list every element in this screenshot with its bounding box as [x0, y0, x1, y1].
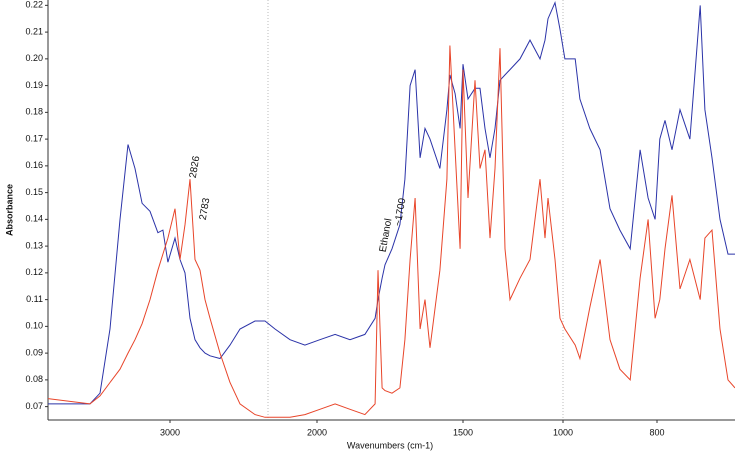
y-tick-label: 0.22 [25, 0, 43, 10]
x-tick-label: 2000 [307, 427, 327, 437]
y-tick-label: 0.13 [25, 240, 43, 250]
y-tick-label: 0.20 [25, 53, 43, 63]
y-tick-label: 0.12 [25, 267, 43, 277]
y-tick-label: 0.19 [25, 80, 43, 90]
y-tick-label: 0.10 [25, 321, 43, 331]
y-axis-label: Absorbance [4, 184, 14, 236]
x-tick-label: 1000 [553, 427, 573, 437]
y-tick-label: 0.15 [25, 187, 43, 197]
x-tick-label: 1500 [453, 427, 473, 437]
y-tick-label: 0.11 [26, 294, 43, 304]
annotation: ~1700 [393, 197, 409, 227]
y-tick-label: 0.18 [25, 107, 43, 117]
y-tick-label: 0.08 [25, 374, 43, 384]
x-tick-label: 3000 [160, 427, 180, 437]
annotation: 2783 [198, 197, 213, 221]
annotation: 2826 [188, 155, 203, 179]
spectrum-line [47, 45, 735, 418]
y-tick-label: 0.09 [25, 347, 43, 357]
y-tick-label: 0.21 [25, 26, 43, 36]
y-tick-label: 0.07 [25, 401, 43, 411]
y-tick-label: 0.16 [25, 160, 43, 170]
x-axis-label: Wavenumbers (cm-1) [347, 440, 433, 450]
spectrum-line [48, 1, 735, 405]
x-tick-label: 800 [649, 427, 664, 437]
y-tick-label: 0.14 [25, 214, 43, 224]
y-tick-label: 0.17 [25, 133, 43, 143]
